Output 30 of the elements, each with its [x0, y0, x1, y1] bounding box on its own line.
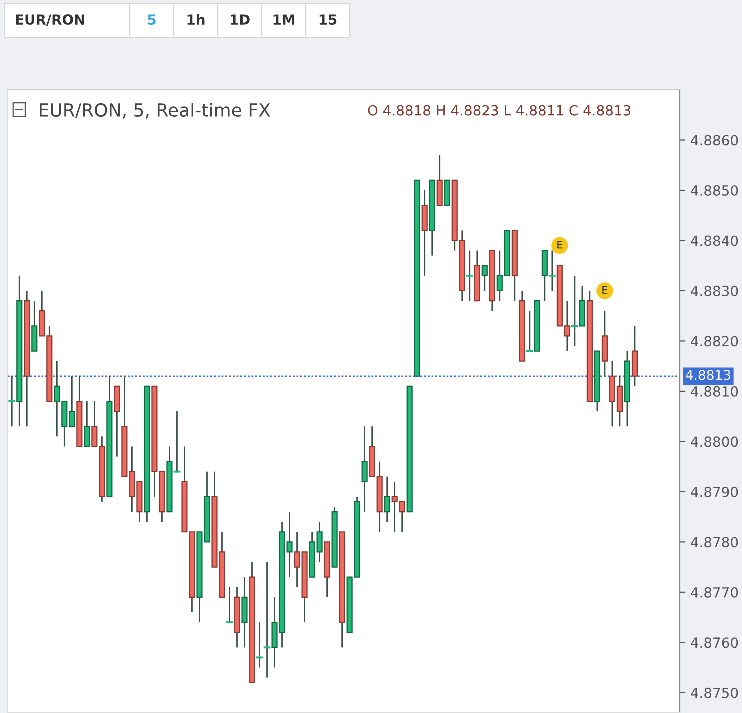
candlestick — [226, 586, 234, 624]
y-tick-label: 4.8820 — [691, 336, 738, 347]
y-tick-label: 4.8850 — [691, 185, 738, 196]
y-tick-label: 4.8800 — [691, 436, 738, 448]
y-tick-label: 4.8750 — [691, 688, 738, 698]
candlestick — [384, 476, 390, 523]
y-tick-label: 4.8760 — [691, 638, 738, 648]
candlestick — [256, 622, 264, 668]
y-tick-label: 4.8770 — [691, 587, 738, 598]
y-tick-label: 4.8830 — [691, 286, 738, 296]
y-tick-label: 4.8790 — [691, 486, 738, 498]
ref-line-label: 4.8813 — [686, 370, 730, 380]
text: 5 — [148, 14, 156, 26]
text: EUR/RON, 5, Real-time FX — [40, 103, 270, 119]
text: 1M — [274, 14, 294, 25]
candlestick — [362, 426, 368, 513]
candlestick — [84, 400, 90, 448]
text: O 4.8818 H 4.8823 L 4.8811 C 4.8813 — [368, 105, 631, 116]
annotation: E — [602, 286, 608, 294]
y-tick-label: 4.8810 — [691, 386, 738, 397]
text: 1D — [230, 14, 250, 25]
text: 15 — [320, 14, 337, 26]
annotation: E — [558, 241, 563, 249]
text: EUR/RON — [16, 14, 84, 26]
candlestick — [466, 250, 474, 302]
y-tick-label: 4.8780 — [691, 537, 738, 548]
y-tick-label: 4.8860 — [691, 135, 738, 146]
text: 1h — [188, 14, 205, 25]
candlestick — [482, 265, 488, 292]
y-tick-label: 4.8840 — [691, 236, 738, 246]
